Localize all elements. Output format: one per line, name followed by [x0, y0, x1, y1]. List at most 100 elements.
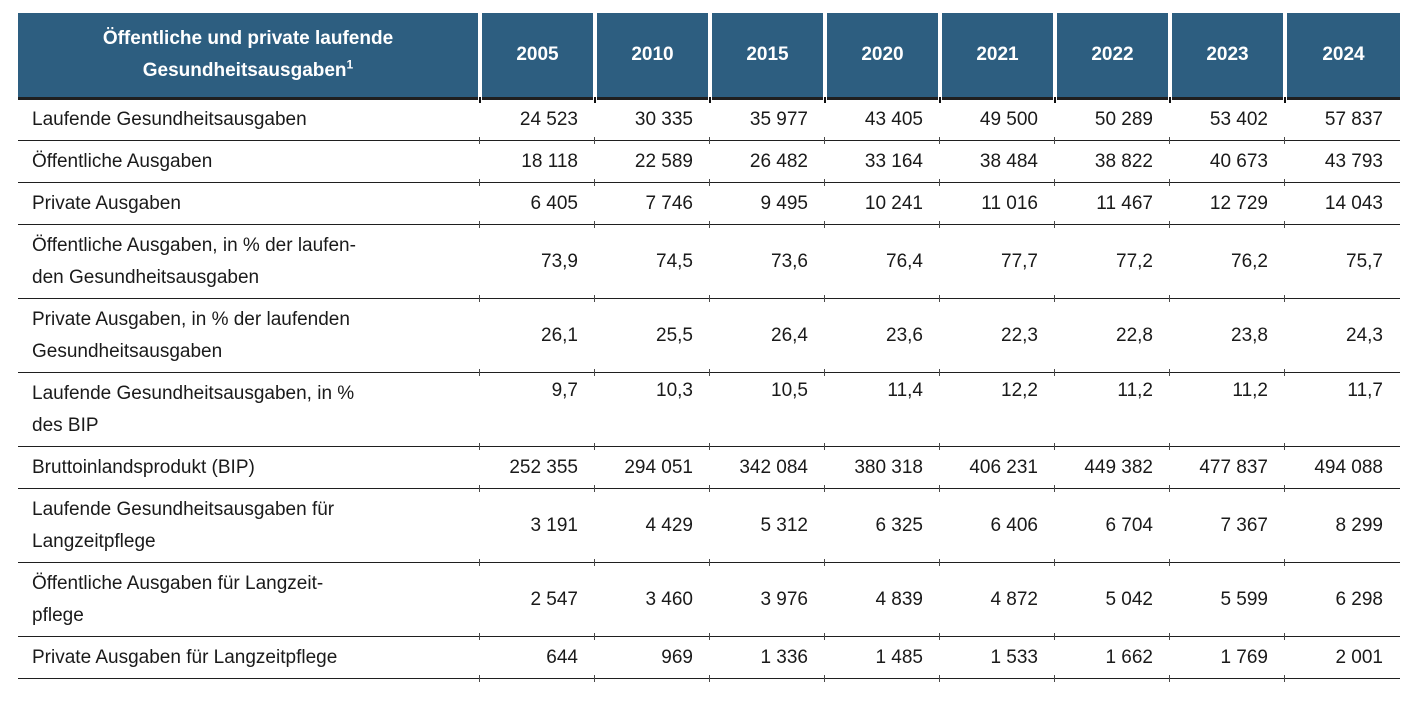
value-cell: 4 872: [939, 563, 1055, 640]
value-cell: 43 793: [1284, 141, 1400, 186]
value-cell: 6 325: [824, 489, 940, 566]
value-cell: 53 402: [1169, 99, 1285, 143]
value-cell: 38 822: [1054, 141, 1170, 186]
value-cell: 26 482: [709, 141, 825, 186]
column-header-year-2020: 2020: [823, 13, 940, 103]
value-cell: 449 382: [1054, 447, 1170, 492]
footnote-marker: 1: [346, 57, 354, 72]
value-cell: 252 355: [479, 447, 595, 492]
value-cell: 9,7: [479, 373, 595, 450]
value-cell: 6 406: [939, 489, 1055, 566]
table-row: Laufende Gesundheitsausgaben, in % des B…: [18, 373, 1400, 450]
value-cell: 494 088: [1284, 447, 1400, 492]
column-header-year-2024: 2024: [1283, 13, 1400, 103]
value-cell: 11,4: [824, 373, 940, 450]
value-cell: 77,2: [1054, 225, 1170, 302]
value-cell: 30 335: [594, 99, 710, 143]
value-cell: 1 336: [709, 637, 825, 682]
value-cell: 2 001: [1284, 637, 1400, 682]
value-cell: 11 467: [1054, 183, 1170, 228]
value-cell: 76,4: [824, 225, 940, 302]
value-cell: 6 405: [479, 183, 595, 228]
value-cell: 43 405: [824, 99, 940, 143]
row-label: Private Ausgaben: [32, 192, 181, 214]
value-cell: 342 084: [709, 447, 825, 492]
value-cell: 1 485: [824, 637, 940, 682]
value-cell: 73,9: [479, 225, 595, 302]
row-label: Private Ausgaben, in % der laufenden Ges…: [32, 308, 350, 362]
row-label: Laufende Gesundheitsausgaben, in % des B…: [32, 382, 355, 436]
value-cell: 11 016: [939, 183, 1055, 228]
value-cell: 644: [479, 637, 595, 682]
value-cell: 24,3: [1284, 299, 1400, 376]
row-label: Öffentliche Ausgaben: [32, 150, 213, 172]
value-cell: 294 051: [594, 447, 710, 492]
column-header-year-2022: 2022: [1053, 13, 1170, 103]
value-cell: 5 042: [1054, 563, 1170, 640]
table-row: Bruttoinlandsprodukt (BIP) 252 355 294 051…: [18, 447, 1400, 492]
value-cell: 40 673: [1169, 141, 1285, 186]
value-cell: 477 837: [1169, 447, 1285, 492]
row-label: Private Ausgaben für Langzeitpflege: [32, 646, 338, 668]
value-cell: 1 533: [939, 637, 1055, 682]
table-row: Private Ausgaben 6 405 7 746 9 495 10 241 11 …: [18, 183, 1400, 228]
table-row: Öffentliche Ausgaben 18 118 22 589 26 482 33…: [18, 141, 1400, 186]
row-label: Laufende Gesundheitsausgaben: [32, 109, 307, 130]
table-title: Öffentliche und private laufende Gesundh…: [102, 28, 394, 81]
value-cell: 3 191: [479, 489, 595, 566]
value-cell: 1 769: [1169, 637, 1285, 682]
table-body: Laufende Gesundheitsausgaben 24 523 30 335…: [18, 99, 1400, 682]
value-cell: 5 599: [1169, 563, 1285, 640]
value-cell: 7 367: [1169, 489, 1285, 566]
table-title-cell: Öffentliche und private laufende Gesundh…: [18, 13, 480, 99]
health-expenditure-table-container: Öffentliche und private laufende Gesundh…: [18, 13, 1400, 682]
row-label: Bruttoinlandsprodukt (BIP): [32, 456, 255, 478]
row-label: Öffentliche Ausgaben für Langzeit- pfleg…: [32, 572, 324, 626]
value-cell: 35 977: [709, 99, 825, 143]
value-cell: 23,8: [1169, 299, 1285, 376]
value-cell: 75,7: [1284, 225, 1400, 302]
value-cell: 12 729: [1169, 183, 1285, 228]
table-row: Private Ausgaben für Langzeitpflege 644 96…: [18, 637, 1400, 682]
value-cell: 4 839: [824, 563, 940, 640]
value-cell: 38 484: [939, 141, 1055, 186]
value-cell: 18 118: [479, 141, 595, 186]
value-cell: 10,5: [709, 373, 825, 450]
column-header-year-2010: 2010: [593, 13, 710, 103]
value-cell: 22,3: [939, 299, 1055, 376]
table-row: Laufende Gesundheitsausgaben für Langzei…: [18, 489, 1400, 566]
value-cell: 23,6: [824, 299, 940, 376]
value-cell: 406 231: [939, 447, 1055, 492]
column-header-year-2023: 2023: [1168, 13, 1285, 103]
value-cell: 49 500: [939, 99, 1055, 143]
table-row: Private Ausgaben, in % der laufenden Ges…: [18, 299, 1400, 376]
value-cell: 76,2: [1169, 225, 1285, 302]
value-cell: 24 523: [479, 99, 595, 143]
value-cell: 9 495: [709, 183, 825, 228]
value-cell: 3 460: [594, 563, 710, 640]
value-cell: 26,1: [479, 299, 595, 376]
value-cell: 22 589: [594, 141, 710, 186]
row-label: Laufende Gesundheitsausgaben für Langzei…: [32, 498, 335, 552]
value-cell: 73,6: [709, 225, 825, 302]
column-header-year-2005: 2005: [478, 13, 595, 103]
value-cell: 8 299: [1284, 489, 1400, 566]
column-header-year-2021: 2021: [938, 13, 1055, 103]
value-cell: 22,8: [1054, 299, 1170, 376]
value-cell: 33 164: [824, 141, 940, 186]
value-cell: 2 547: [479, 563, 595, 640]
value-cell: 7 746: [594, 183, 710, 228]
table-row: Öffentliche Ausgaben für Langzeit- pfleg…: [18, 563, 1400, 640]
value-cell: 11,2: [1169, 373, 1285, 450]
table-row: Laufende Gesundheitsausgaben 24 523 30 335…: [18, 99, 1400, 143]
value-cell: 11,2: [1054, 373, 1170, 450]
value-cell: 380 318: [824, 447, 940, 492]
value-cell: 50 289: [1054, 99, 1170, 143]
column-header-year-2015: 2015: [708, 13, 825, 103]
value-cell: 25,5: [594, 299, 710, 376]
value-cell: 57 837: [1284, 99, 1400, 143]
value-cell: 10,3: [594, 373, 710, 450]
value-cell: 3 976: [709, 563, 825, 640]
value-cell: 14 043: [1284, 183, 1400, 228]
header-row: Öffentliche und private laufende Gesundh…: [18, 13, 1400, 103]
